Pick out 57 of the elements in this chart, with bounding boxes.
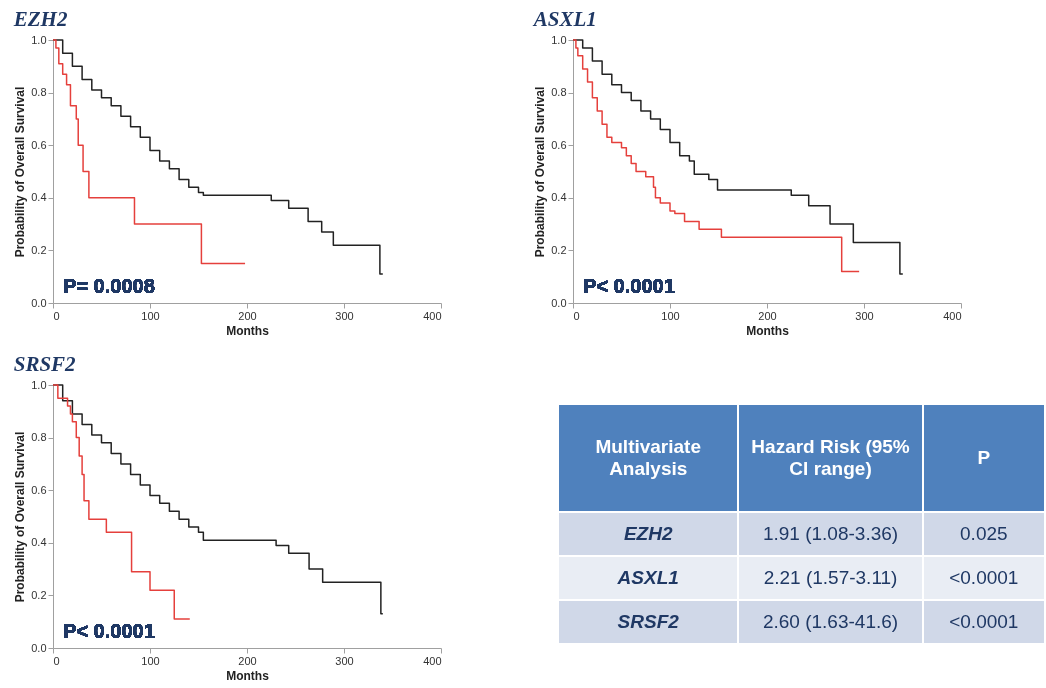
category-label: EZH2	[623, 523, 673, 544]
text: 1.91 (1.08-3.36)	[762, 523, 899, 544]
x-tick-label: 0	[53, 309, 60, 322]
y-tick-label: 0.2	[31, 588, 47, 601]
x-tick-label: 100	[661, 309, 680, 322]
y-tick-label: 0.2	[31, 243, 47, 256]
x-tick-label: 200	[238, 654, 257, 667]
y-tick-label: 0.0	[31, 641, 47, 654]
x-tick-label: 200	[758, 309, 777, 322]
text: 0.025	[960, 523, 1008, 544]
x-tick-label: 100	[141, 654, 160, 667]
x-tick-label: 400	[943, 309, 962, 322]
x-tick-label: 0	[53, 654, 60, 667]
y-tick-label: 1.0	[551, 33, 567, 46]
y-tick-label: 0.8	[551, 86, 567, 99]
y-tick-label: 0.4	[551, 191, 567, 204]
category-label: Multivariate Analysis	[558, 404, 739, 512]
y-tick-label: 0.6	[31, 138, 47, 151]
y-tick-label: 0.2	[551, 243, 567, 256]
x-axis-title: Months	[226, 668, 270, 683]
chart-title: EZH2	[12, 7, 68, 31]
y-tick-label: 0.0	[31, 296, 47, 309]
x-tick-label: 300	[335, 654, 354, 667]
x-tick-label: 0	[573, 309, 580, 322]
annotation: P< 0.0001	[583, 275, 675, 297]
chart-title: ASXL1	[531, 7, 597, 31]
x-tick-label: 200	[238, 309, 257, 322]
x-tick-label: 400	[423, 309, 442, 322]
y-tick-label: 0.6	[551, 138, 567, 151]
y-tick-label: 0.6	[31, 483, 47, 496]
y-axis-title: Probability of Overall Survival	[533, 86, 548, 258]
chart-title: SRSF2	[13, 352, 77, 376]
y-tick-label: 0.8	[31, 86, 47, 99]
x-tick-label: 300	[855, 309, 874, 322]
y-axis-title: Probability of Overall Survival	[13, 431, 28, 603]
y-tick-label: 0.4	[31, 191, 47, 204]
y-tick-label: 0.4	[31, 536, 47, 549]
y-tick-label: 0.0	[551, 296, 567, 309]
text: <0.0001	[949, 567, 1019, 588]
text: 2.60 (1.63-41.6)	[762, 611, 899, 632]
x-axis-title: Months	[226, 323, 270, 338]
category-label: P	[922, 404, 1045, 512]
y-axis-title: Probability of Overall Survival	[13, 86, 28, 258]
x-tick-label: 100	[141, 309, 160, 322]
y-tick-label: 0.8	[31, 431, 47, 444]
annotation: P= 0.0008	[63, 275, 155, 297]
category-label: SRSF2	[617, 611, 679, 632]
category-label: Hazard Risk (95% CI range)	[738, 404, 923, 512]
category-label: ASXL1	[617, 567, 679, 588]
y-tick-label: 1.0	[31, 33, 47, 46]
text: 2.21 (1.57-3.11)	[763, 567, 898, 588]
x-tick-label: 400	[423, 654, 442, 667]
text: <0.0001	[949, 611, 1019, 632]
annotation: P< 0.0001	[63, 620, 155, 642]
x-tick-label: 300	[335, 309, 354, 322]
y-tick-label: 1.0	[31, 378, 47, 391]
x-axis-title: Months	[746, 323, 790, 338]
